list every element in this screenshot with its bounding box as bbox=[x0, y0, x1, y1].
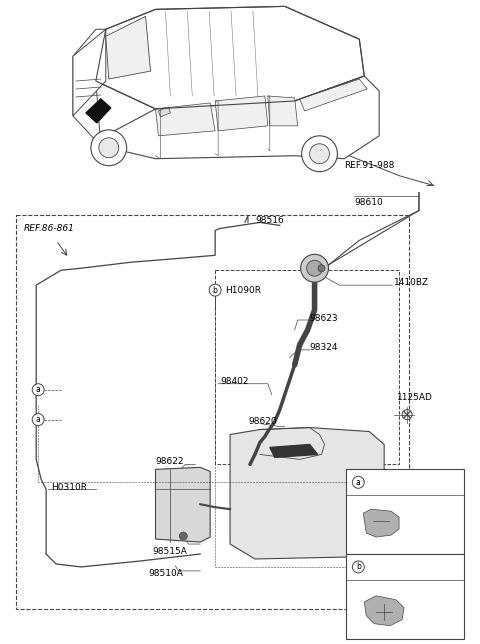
Polygon shape bbox=[230, 428, 384, 559]
Text: 98620: 98620 bbox=[248, 417, 276, 426]
Polygon shape bbox=[96, 76, 379, 158]
Text: REF.86-861: REF.86-861 bbox=[23, 224, 74, 233]
Polygon shape bbox=[73, 29, 106, 116]
Circle shape bbox=[310, 144, 329, 164]
Text: H1090R: H1090R bbox=[225, 286, 261, 295]
Text: 98515A: 98515A bbox=[153, 547, 187, 556]
Bar bbox=[347, 554, 464, 639]
Polygon shape bbox=[215, 96, 268, 131]
Polygon shape bbox=[156, 468, 210, 542]
Polygon shape bbox=[300, 79, 367, 111]
Polygon shape bbox=[156, 103, 215, 136]
Bar bbox=[347, 469, 464, 554]
Polygon shape bbox=[364, 596, 404, 626]
Circle shape bbox=[402, 410, 412, 420]
Text: 1410BZ: 1410BZ bbox=[394, 278, 429, 287]
Text: 98653: 98653 bbox=[372, 478, 401, 487]
Text: b: b bbox=[356, 562, 361, 571]
Text: 98622: 98622 bbox=[156, 457, 184, 466]
Text: 1125AD: 1125AD bbox=[397, 393, 433, 402]
Circle shape bbox=[32, 384, 44, 395]
Polygon shape bbox=[158, 107, 170, 117]
Circle shape bbox=[99, 138, 119, 158]
Circle shape bbox=[209, 284, 221, 296]
Text: 98623: 98623 bbox=[310, 314, 338, 323]
Text: 98661G: 98661G bbox=[372, 562, 408, 571]
Circle shape bbox=[91, 130, 127, 166]
Polygon shape bbox=[96, 6, 364, 109]
Text: a: a bbox=[36, 385, 40, 394]
Text: a: a bbox=[356, 478, 360, 487]
Polygon shape bbox=[363, 509, 399, 537]
Bar bbox=[16, 216, 409, 609]
Text: 98324: 98324 bbox=[310, 343, 338, 352]
Text: 98402: 98402 bbox=[220, 377, 249, 386]
Text: 98610: 98610 bbox=[354, 198, 383, 207]
Circle shape bbox=[180, 532, 187, 540]
Circle shape bbox=[352, 561, 364, 573]
Circle shape bbox=[352, 477, 364, 488]
Circle shape bbox=[32, 413, 44, 426]
Bar bbox=[215, 270, 399, 464]
Polygon shape bbox=[270, 444, 318, 457]
Polygon shape bbox=[73, 29, 106, 146]
Text: 98516: 98516 bbox=[255, 216, 284, 225]
Circle shape bbox=[318, 265, 325, 272]
Circle shape bbox=[301, 136, 337, 172]
Polygon shape bbox=[106, 16, 151, 79]
Circle shape bbox=[307, 260, 323, 276]
Text: b: b bbox=[213, 286, 217, 295]
Text: H0310R: H0310R bbox=[51, 483, 87, 492]
Text: 98510A: 98510A bbox=[148, 569, 183, 578]
Polygon shape bbox=[86, 99, 111, 123]
Circle shape bbox=[300, 254, 328, 282]
Text: a: a bbox=[36, 415, 40, 424]
Polygon shape bbox=[268, 96, 298, 126]
Text: REF.91-988: REF.91-988 bbox=[344, 161, 395, 170]
